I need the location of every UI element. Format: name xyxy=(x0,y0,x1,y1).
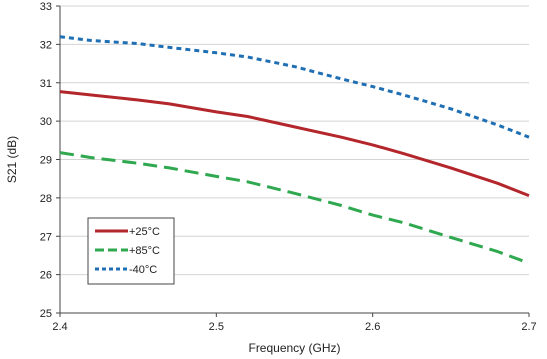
x-tick-label: 2.7 xyxy=(521,321,536,333)
x-axis-label: Frequency (GHz) xyxy=(248,341,340,355)
y-tick-label: 28 xyxy=(40,193,52,205)
y-tick-label: 27 xyxy=(40,231,52,243)
series-line-0 xyxy=(59,90,530,197)
y-tick-label: 25 xyxy=(40,308,52,320)
legend-label: +25°C xyxy=(129,226,160,238)
tick-labels: 25 26 27 28 29 30 31 32 33 2.4 2.5 2.6 2.7 xyxy=(40,1,537,333)
x-tick-label: 2.4 xyxy=(52,321,67,333)
series-line-1 xyxy=(59,151,530,265)
y-tick-label: 29 xyxy=(40,155,52,167)
y-tick-label: 26 xyxy=(40,270,52,282)
y-tick-label: 31 xyxy=(40,78,52,90)
y-tick-label: 32 xyxy=(40,39,52,51)
legend: +25°C +85°C -40°C xyxy=(87,217,175,285)
series-lines xyxy=(59,35,530,265)
legend-label: +85°C xyxy=(129,245,160,257)
y-tick-label: 30 xyxy=(40,116,52,128)
series-line-2 xyxy=(59,35,530,139)
axes xyxy=(56,5,530,317)
y-axis-label: S21 (dB) xyxy=(5,136,19,183)
legend-label: -40°C xyxy=(129,264,157,276)
x-tick-label: 2.6 xyxy=(365,321,380,333)
y-tick-label: 33 xyxy=(40,1,52,13)
x-tick-label: 2.5 xyxy=(209,321,224,333)
